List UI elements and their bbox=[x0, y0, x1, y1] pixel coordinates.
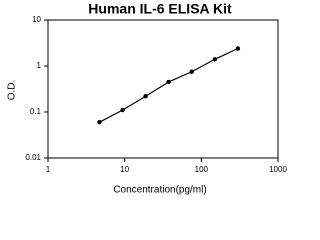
y-tick-label: 10 bbox=[32, 15, 41, 24]
point bbox=[212, 57, 218, 62]
x-tick-label: 100 bbox=[195, 165, 209, 174]
x-tick-label: 1 bbox=[46, 165, 51, 174]
point bbox=[143, 94, 148, 99]
y-axis-label: O.D. bbox=[7, 80, 18, 101]
x-tick-label: 10 bbox=[120, 165, 129, 174]
plot-frame bbox=[47, 19, 279, 159]
chart: Human IL-6 ELISA Kit Concentration(pg/ml… bbox=[7, 1, 288, 196]
y-tick-label: 1 bbox=[37, 61, 42, 70]
point bbox=[166, 79, 171, 85]
point bbox=[120, 107, 125, 113]
point bbox=[235, 46, 241, 51]
point bbox=[189, 69, 194, 74]
y-tick-label: 0.01 bbox=[25, 153, 41, 162]
point bbox=[97, 120, 102, 125]
line bbox=[99, 47, 239, 123]
x-axis-label: Concentration(pg/ml) bbox=[113, 185, 206, 196]
x-tick-label: 1000 bbox=[269, 165, 287, 174]
y-tick-label: 0.1 bbox=[30, 107, 42, 116]
chart-title: Human IL-6 ELISA Kit bbox=[88, 1, 232, 17]
